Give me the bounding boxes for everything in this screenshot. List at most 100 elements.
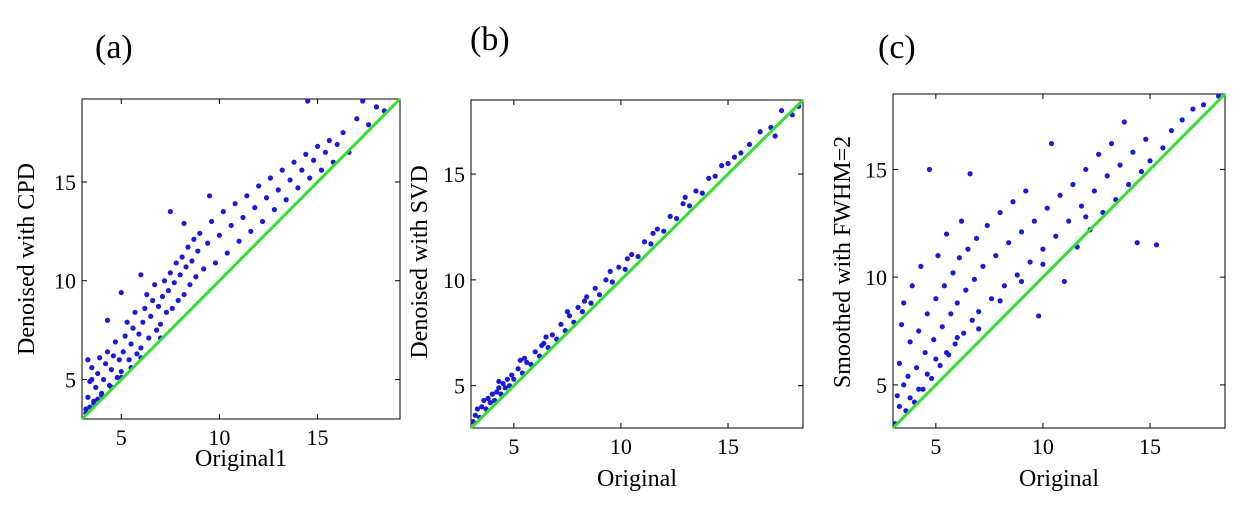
panel-c-point: [1104, 173, 1110, 179]
panel-b-point: [489, 391, 496, 397]
panel-c-point: [967, 171, 973, 177]
panel-c-point: [1083, 214, 1089, 220]
panel-a-point: [148, 313, 154, 319]
panel-a-point: [130, 325, 136, 331]
panel-c-point: [1200, 102, 1207, 108]
panel-b-point: [706, 175, 712, 181]
panel-c-point: [924, 371, 930, 377]
panel-a-point: [140, 319, 146, 325]
panel-b-point: [511, 376, 517, 382]
panel-b-point: [641, 239, 648, 245]
panel-c-point: [894, 393, 900, 399]
panel-a-point: [183, 264, 189, 270]
panel-c-point: [954, 300, 960, 306]
panel-c-point: [1048, 140, 1055, 147]
panel-a-point: [201, 266, 207, 272]
panel-b-point: [616, 264, 622, 270]
panel-a-point: [197, 230, 203, 236]
panel-a-point: [263, 195, 270, 201]
panel-c-point: [896, 360, 903, 366]
panel-a-point: [100, 376, 107, 383]
panel-a-point: [267, 175, 274, 181]
panel-a-identity-line: [80, 97, 402, 421]
panel-c-point: [1143, 136, 1149, 142]
panel-c-point: [1134, 240, 1140, 246]
panel-b-point: [524, 359, 530, 365]
panel-c-point: [950, 270, 956, 276]
panel-c-point: [933, 296, 939, 302]
panel-c-point: [1066, 218, 1072, 224]
panel-b-y-tick-label: 15: [443, 162, 465, 187]
panel-a-point: [195, 248, 201, 254]
panel-b-point: [584, 294, 590, 300]
panel-b-point: [581, 298, 588, 304]
panel-c-x-tick-label: 10: [1032, 434, 1054, 459]
panel-c-point: [1083, 166, 1089, 173]
panel-a-point: [228, 222, 234, 229]
panel-b-point: [609, 279, 615, 285]
panel-a-y-tick-label: 15: [54, 170, 76, 195]
panel-c-point: [1153, 242, 1160, 248]
panel-c-point: [931, 337, 937, 343]
panel-a-point: [122, 333, 128, 339]
panel-a-point: [85, 357, 91, 363]
panel-b-points: [470, 103, 802, 425]
panel-a-point: [171, 280, 177, 286]
panel-c-point: [928, 375, 935, 382]
panel-a-point: [252, 205, 258, 211]
panel-c-point: [993, 253, 999, 259]
panel-a-point: [283, 197, 289, 203]
panel-a-point: [326, 137, 332, 144]
panel-a-point: [181, 291, 187, 298]
panel-a-point: [322, 149, 329, 155]
panel-b-point: [624, 256, 630, 262]
panel-a-point: [157, 321, 164, 327]
panel-c-point: [920, 386, 926, 392]
panel-c-point: [1147, 158, 1153, 164]
panel-a-point: [179, 254, 185, 260]
panel-c-point: [1138, 168, 1145, 175]
panel-c-point: [943, 231, 950, 237]
panel-a-x-axis-label: Original1: [195, 446, 287, 472]
panel-a-point: [360, 98, 366, 104]
panel-c-point: [954, 334, 960, 341]
panel-c-point: [984, 222, 990, 229]
panel-c-point: [952, 341, 958, 347]
panel-a-point: [279, 167, 285, 173]
panel-a-point: [163, 309, 170, 315]
panel-a-point: [155, 303, 162, 310]
panel-a-point: [240, 214, 246, 221]
panel-b-point: [746, 141, 753, 148]
panel-c-point: [1040, 246, 1046, 252]
panel-b-point: [650, 230, 656, 236]
panel-b-point: [504, 376, 511, 382]
panel-b-point: [558, 321, 564, 327]
panel-b-point: [564, 309, 570, 315]
panel-a-point: [318, 167, 325, 173]
panel-c-point: [935, 253, 941, 259]
panel-a-point: [295, 185, 301, 191]
panel-b-point: [496, 378, 502, 385]
panel-c-point: [1126, 181, 1132, 188]
panel-c-point: [1130, 149, 1136, 155]
panel-c-point: [980, 263, 986, 269]
panel-a-point: [185, 244, 191, 250]
panel-a-point: [152, 282, 158, 288]
panel-a-x-tick-label: 10: [208, 425, 230, 450]
panel-b-point: [725, 160, 731, 167]
panel-a-point: [85, 394, 91, 400]
panel-b-x-axis-label: Original: [597, 466, 677, 492]
panel-c-point: [988, 296, 995, 302]
panel-a-point: [236, 238, 242, 244]
panel-a-point: [161, 278, 168, 284]
panel-c-label: (c): [878, 29, 916, 66]
panel-b-y-tick-label: 5: [454, 374, 465, 399]
panel-b-point: [712, 173, 718, 179]
panel-a-ticks: 5 10 15 5 10 15: [54, 99, 400, 450]
panel-b-point: [661, 228, 667, 234]
panel-b-point: [500, 380, 506, 387]
panel-a-point: [138, 272, 144, 278]
panel-c-point: [965, 246, 971, 252]
panel-a-point: [303, 151, 309, 157]
